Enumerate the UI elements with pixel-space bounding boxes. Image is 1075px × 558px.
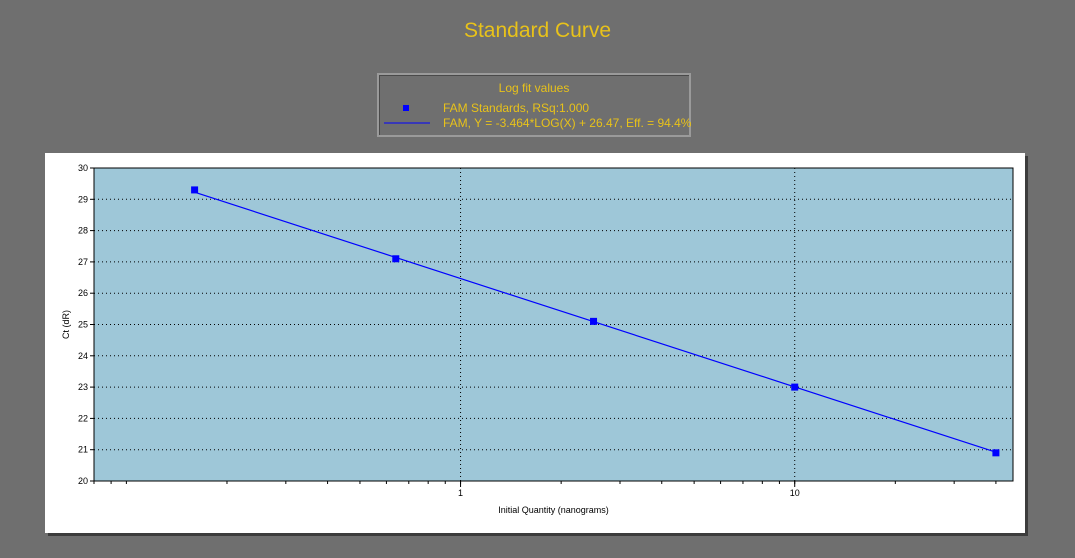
data-point xyxy=(392,255,400,263)
square-marker-icon xyxy=(403,105,409,111)
legend: Log fit values FAM Standards, RSq:1.000 … xyxy=(377,73,691,137)
y-tick-label: 25 xyxy=(78,320,88,330)
points-layer xyxy=(191,186,1000,457)
data-point xyxy=(191,186,199,194)
data-point xyxy=(992,449,1000,457)
y-tick-label: 21 xyxy=(78,445,88,455)
y-tick-label: 27 xyxy=(78,257,88,267)
plot-frame: 20 21 22 23 24 25 26 27 28 29 30 1 10 Initial Quanti… xyxy=(45,153,1025,533)
data-point xyxy=(791,383,799,391)
grid-lines xyxy=(94,168,1013,481)
data-point xyxy=(590,317,598,325)
chart-title: Standard Curve xyxy=(463,19,612,42)
x-axis-title: Initial Quantity (nanograms) xyxy=(498,505,609,515)
y-tick-label: 30 xyxy=(78,163,88,173)
legend-label-standards: FAM Standards, RSq:1.000 xyxy=(443,101,590,115)
y-tick-label: 29 xyxy=(78,194,88,204)
plot-area xyxy=(94,168,1013,481)
x-tick-label: 10 xyxy=(790,488,800,498)
y-axis-title: Ct (dR) xyxy=(61,310,71,339)
y-tick-label: 24 xyxy=(78,351,88,361)
legend-title: Log fit values xyxy=(498,81,570,95)
y-tick-label: 26 xyxy=(78,288,88,298)
y-tick-label: 28 xyxy=(78,226,88,236)
legend-entry-standards: FAM Standards, RSq:1.000 xyxy=(379,100,689,116)
y-tick-label: 22 xyxy=(78,413,88,423)
plot-border xyxy=(93,167,1014,482)
legend-label-fit: FAM, Y = -3.464*LOG(X) + 26.47, Eff. = 9… xyxy=(443,116,692,130)
axes: 20 21 22 23 24 25 26 27 28 29 30 1 10 xyxy=(78,163,1014,498)
chart-svg: 20 21 22 23 24 25 26 27 28 29 30 1 10 Initial Quanti… xyxy=(61,163,1014,515)
legend-entry-fit: FAM, Y = -3.464*LOG(X) + 26.47, Eff. = 9… xyxy=(379,115,692,131)
x-tick-label: 1 xyxy=(458,488,463,498)
y-tick-label: 20 xyxy=(78,476,88,486)
y-tick-label: 23 xyxy=(78,382,88,392)
line-marker-icon xyxy=(384,122,430,124)
